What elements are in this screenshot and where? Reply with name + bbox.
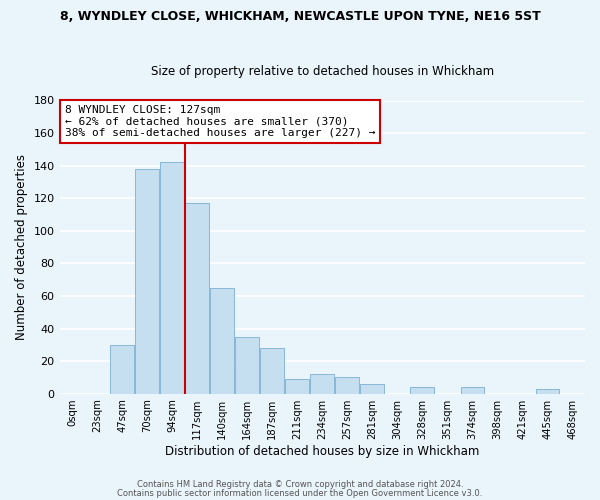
Bar — [160, 162, 184, 394]
Bar — [361, 384, 384, 394]
Bar — [335, 378, 359, 394]
Bar — [536, 389, 559, 394]
Bar — [410, 387, 434, 394]
Text: 8, WYNDLEY CLOSE, WHICKHAM, NEWCASTLE UPON TYNE, NE16 5ST: 8, WYNDLEY CLOSE, WHICKHAM, NEWCASTLE UP… — [59, 10, 541, 23]
Bar — [260, 348, 284, 394]
Text: Contains HM Land Registry data © Crown copyright and database right 2024.: Contains HM Land Registry data © Crown c… — [137, 480, 463, 489]
Y-axis label: Number of detached properties: Number of detached properties — [15, 154, 28, 340]
Text: 8 WYNDLEY CLOSE: 127sqm
← 62% of detached houses are smaller (370)
38% of semi-d: 8 WYNDLEY CLOSE: 127sqm ← 62% of detache… — [65, 105, 375, 138]
Bar — [235, 336, 259, 394]
Bar — [185, 203, 209, 394]
Bar — [135, 169, 159, 394]
Bar — [286, 379, 309, 394]
X-axis label: Distribution of detached houses by size in Whickham: Distribution of detached houses by size … — [165, 444, 479, 458]
Bar — [310, 374, 334, 394]
Bar — [461, 387, 484, 394]
Text: Contains public sector information licensed under the Open Government Licence v3: Contains public sector information licen… — [118, 489, 482, 498]
Bar — [210, 288, 234, 394]
Bar — [110, 345, 134, 394]
Title: Size of property relative to detached houses in Whickham: Size of property relative to detached ho… — [151, 66, 494, 78]
